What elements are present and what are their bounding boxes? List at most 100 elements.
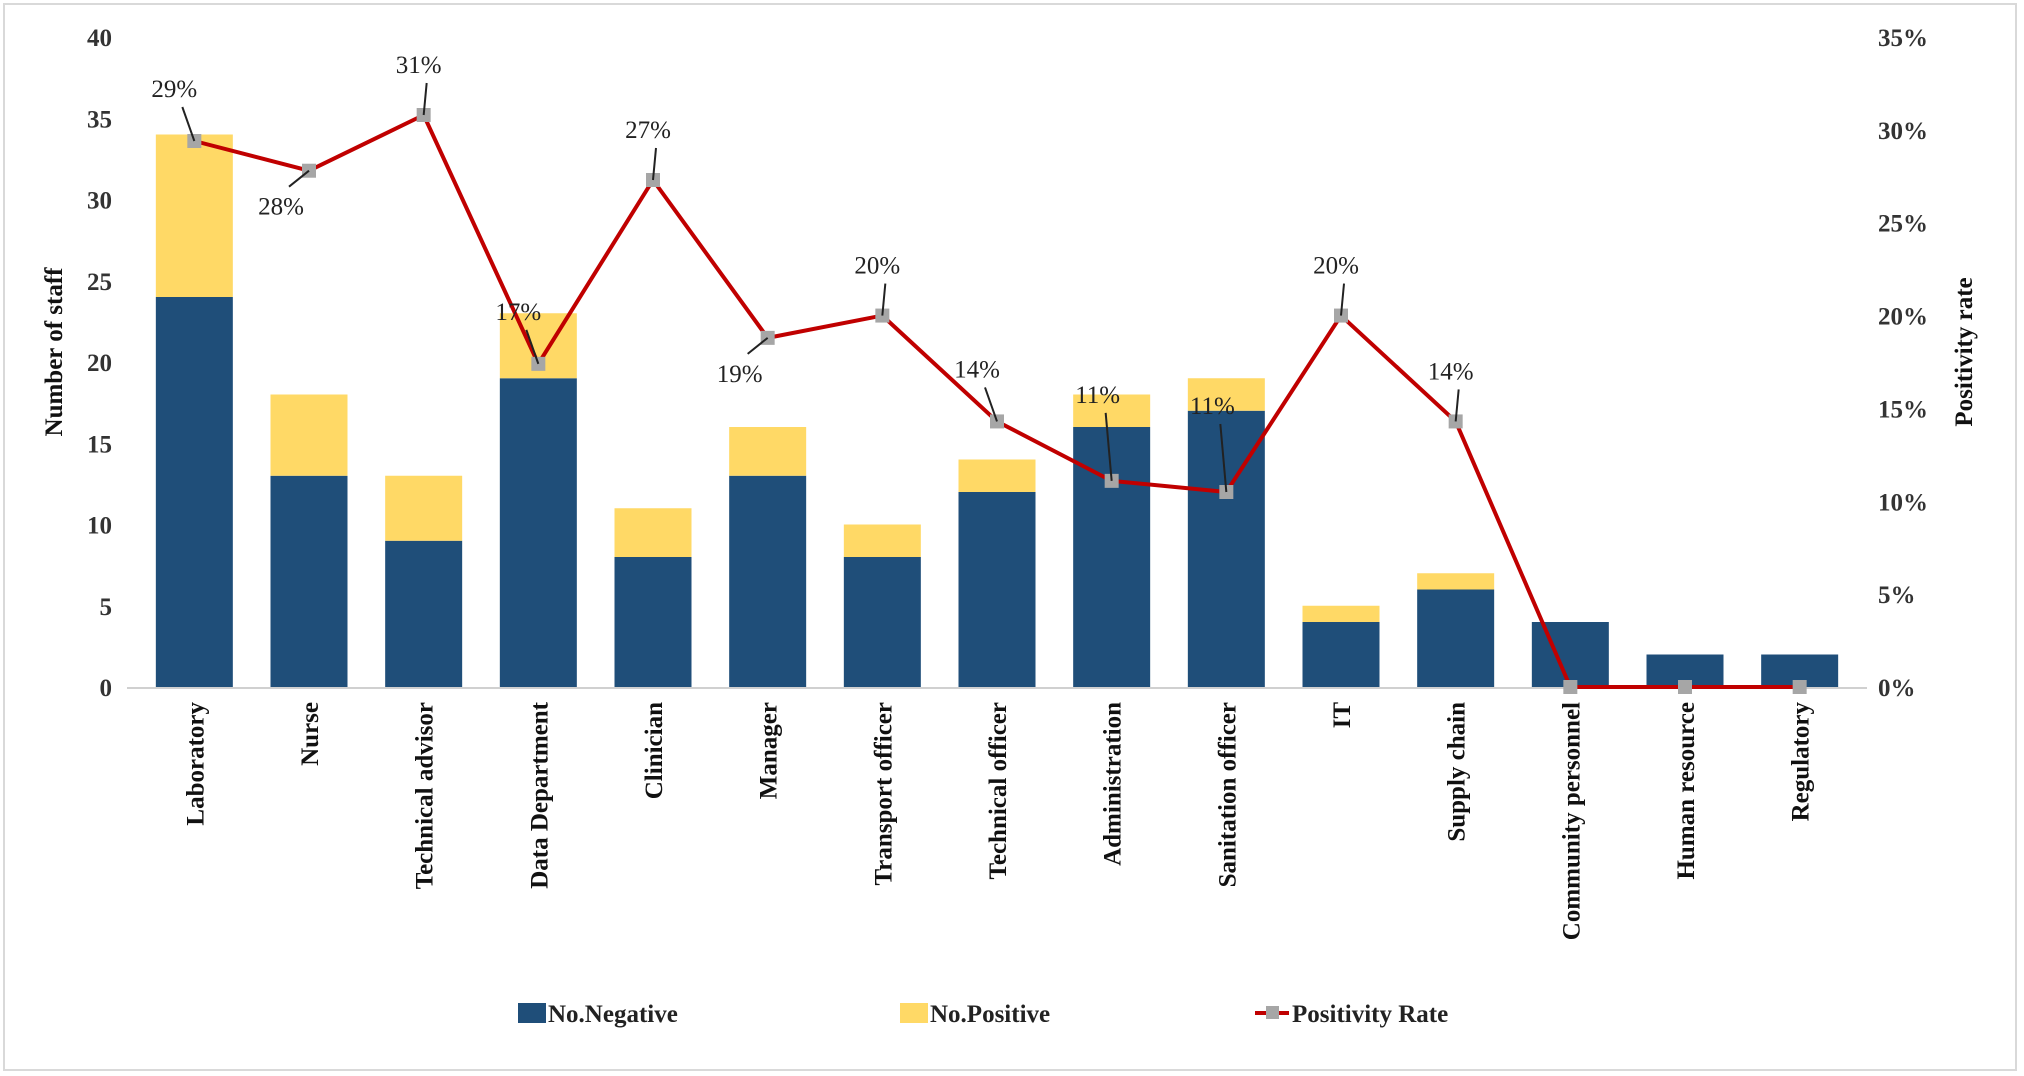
bar-positive	[729, 427, 807, 476]
x-category-label: Supply chain	[1444, 702, 1471, 842]
bar-positive	[155, 134, 233, 297]
data-label-leader	[984, 387, 998, 422]
data-label: 11%	[1190, 393, 1235, 420]
x-axis-categories: Laboratory Nurse Technical advisor Data Dep…	[182, 701, 1814, 940]
y-tick-label: 0	[100, 675, 113, 702]
y-tick-label: 5	[100, 594, 113, 621]
data-label-leader	[422, 82, 428, 116]
bar-negative	[499, 378, 577, 687]
data-label: 19%	[717, 361, 763, 388]
y2-tick-label: 15%	[1878, 396, 1928, 423]
data-label: 17%	[495, 299, 541, 326]
y-axis-left: 0 5 10 15 20 25 30 35 40	[87, 25, 112, 702]
x-category-label: Regulatory	[1788, 702, 1815, 822]
bar-negative	[729, 475, 807, 687]
x-category-label: Technical advisor	[412, 702, 439, 889]
data-label: 29%	[151, 76, 197, 103]
legend-item: No.Negative	[518, 1001, 678, 1028]
legend-item: No.Positive	[900, 1001, 1050, 1028]
data-label-leader	[181, 106, 196, 142]
legend-label: Positivity Rate	[1292, 1001, 1448, 1028]
bars-layer	[155, 134, 1839, 687]
legend-swatch	[900, 1003, 928, 1023]
data-label: 20%	[1313, 253, 1359, 280]
x-category-label: Sanitation officer	[1214, 702, 1241, 887]
bar-negative	[958, 492, 1036, 687]
x-category-label: Community personnel	[1558, 702, 1585, 940]
bar-positive	[1302, 605, 1380, 622]
bar-negative	[1187, 410, 1265, 687]
bar-negative	[843, 557, 921, 687]
y2-tick-label: 20%	[1878, 304, 1928, 331]
y-tick-label: 35	[87, 106, 112, 133]
bar-negative	[1302, 622, 1380, 687]
legend-label: No.Negative	[548, 1001, 678, 1028]
y2-tick-label: 10%	[1878, 489, 1928, 516]
bar-positive	[385, 475, 463, 541]
bar-negative	[270, 475, 348, 687]
y-tick-label: 20	[87, 350, 112, 377]
data-label: 28%	[258, 194, 304, 221]
y2-tick-label: 0%	[1878, 675, 1916, 702]
bar-positive	[1417, 573, 1495, 590]
x-category-label: Nurse	[297, 702, 324, 766]
y-axis-right: 0% 5% 10% 15% 20% 25% 30% 35%	[1878, 25, 1928, 702]
bar-positive	[1073, 394, 1151, 427]
x-category-label: Data Department	[526, 701, 553, 888]
data-labels-layer: 29% 28% 31% 17% 27% 19% 20% 14% 11% 11% 20% 14%	[151, 52, 1474, 493]
bar-negative	[155, 297, 233, 687]
data-label: 31%	[396, 52, 442, 79]
data-label-leader	[747, 337, 769, 355]
y2-tick-label: 30%	[1878, 118, 1928, 145]
x-category-label: Transport officer	[870, 702, 897, 886]
data-label-leader	[652, 147, 657, 181]
y2-tick-label: 5%	[1878, 582, 1916, 609]
x-category-label: Technical officer	[985, 702, 1012, 880]
bar-negative	[385, 540, 463, 687]
legend: No.Negative No.Positive Positivity Rate	[518, 1001, 1448, 1028]
bar-negative	[1417, 589, 1495, 687]
data-label: 14%	[1428, 358, 1474, 385]
legend-item: Positivity Rate	[1255, 1001, 1448, 1028]
data-label-leader	[1219, 423, 1228, 493]
data-label: 27%	[625, 117, 671, 144]
line-marker	[1792, 680, 1807, 694]
y-tick-label: 25	[87, 269, 112, 296]
legend-marker	[1266, 1006, 1279, 1019]
data-label: 20%	[854, 253, 900, 280]
legend-swatch	[518, 1003, 546, 1023]
bar-negative	[1531, 622, 1609, 687]
bar-positive	[843, 524, 921, 557]
data-label-leader	[525, 329, 540, 365]
y2-tick-label: 35%	[1878, 25, 1928, 52]
y-axis-title: Number of staff	[41, 267, 68, 437]
x-category-label: Administration	[1100, 702, 1127, 866]
bar-positive	[614, 508, 692, 557]
y-tick-label: 10	[87, 513, 112, 540]
bar-positive	[270, 394, 348, 476]
legend-label: No.Positive	[930, 1001, 1050, 1028]
data-label-leader	[1104, 412, 1113, 481]
x-category-label: Manager	[756, 702, 783, 799]
x-category-label: Human resource	[1673, 702, 1700, 880]
bar-positive	[958, 459, 1036, 492]
line-marker	[1678, 680, 1692, 694]
y-tick-label: 30	[87, 188, 112, 215]
y-tick-label: 15	[87, 431, 112, 458]
bar-positive	[1187, 378, 1265, 411]
x-category-label: Clinician	[641, 702, 668, 799]
bar-negative	[614, 557, 692, 687]
y2-tick-label: 25%	[1878, 211, 1928, 238]
y2-axis-title: Positivity rate	[1951, 277, 1978, 426]
data-label-leader	[288, 169, 310, 188]
y-tick-label: 40	[87, 25, 112, 52]
data-label: 14%	[954, 356, 1000, 383]
x-category-label: Laboratory	[182, 702, 209, 826]
data-label-leader	[1340, 283, 1345, 316]
data-label: 11%	[1075, 382, 1120, 409]
line-marker	[1563, 680, 1578, 694]
x-category-label: IT	[1329, 702, 1356, 729]
data-label-leader	[881, 283, 887, 316]
data-label-leader	[1454, 389, 1460, 422]
